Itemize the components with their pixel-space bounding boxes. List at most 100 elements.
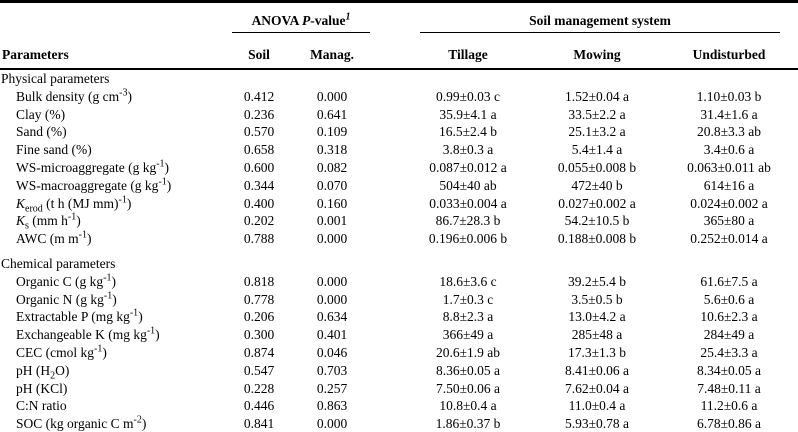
anova-soil-pvalue: 0.841	[243, 416, 275, 432]
anova-manag-pvalue: 0.001	[316, 213, 348, 229]
anova-manag-pvalue: 0.318	[316, 142, 348, 158]
undisturbed-value: 11.2±0.6 a	[700, 398, 758, 414]
param-label: WS-microaggregate (g kg-1)	[16, 158, 170, 175]
soil-mgmt-group-label: Soil management system	[420, 13, 781, 33]
anova-soil-pvalue: 0.300	[243, 327, 275, 343]
tillage-value: 18.6±3.6 c	[439, 273, 497, 289]
param-label: CEC (cmol kg-1)	[16, 343, 107, 360]
mowing-value: 25.1±3.2 a	[568, 124, 626, 140]
table-body: Physical parameters Bulk density (g cm-3)…	[0, 69, 798, 432]
gap-cell	[374, 106, 402, 124]
gap-cell	[374, 273, 402, 291]
col-header-soil: Soil	[228, 33, 290, 70]
gap-cell	[374, 123, 402, 141]
undisturbed-value: 3.4±0.6 a	[703, 142, 755, 158]
table-row: Extractable P (mg kg-1) 0.206 0.634 8.8±2.3…	[0, 308, 798, 326]
anova-soil-pvalue: 0.344	[243, 177, 275, 193]
table-row: C:N ratio 0.446 0.863 10.8±0.4 a 11.0±0.4 a 1…	[0, 397, 798, 415]
anova-manag-pvalue: 0.000	[316, 231, 348, 247]
table-row: Organic N (g kg-1) 0.778 0.000 1.7±0.3 c 3.5…	[0, 291, 798, 309]
undisturbed-value: 0.063±0.011 ab	[687, 159, 771, 175]
undisturbed-value: 614±16 a	[703, 177, 755, 193]
gap-header-cell	[374, 2, 402, 34]
anova-soil-pvalue: 0.400	[243, 195, 275, 211]
anova-soil-pvalue: 0.206	[243, 309, 275, 325]
soil-mgmt-group-header: Soil management system	[402, 2, 798, 33]
mowing-value: 7.62±0.04 a	[565, 380, 630, 396]
group-header-row: ANOVA P-value1 Soil management system	[0, 2, 798, 34]
param-label: Organic C (g kg-1)	[16, 272, 116, 289]
mowing-value: 8.41±0.06 a	[565, 362, 630, 378]
col-header-tillage: Tillage	[402, 33, 535, 70]
gap-cell	[374, 141, 402, 159]
gap-cell	[374, 344, 402, 362]
anova-soil-pvalue: 0.778	[243, 291, 275, 307]
section-header: Physical parameters	[1, 71, 110, 86]
gap-cell	[374, 230, 402, 248]
anova-soil-pvalue: 0.547	[243, 362, 275, 378]
gap-cell	[374, 212, 402, 230]
table-row: WS-microaggregate (g kg-1) 0.600 0.082 0.08…	[0, 159, 798, 177]
anova-soil-pvalue: 0.228	[243, 380, 275, 396]
tillage-value: 10.8±0.4 a	[439, 398, 497, 414]
gap-cell	[374, 397, 402, 415]
col-header-manag: Manag.	[290, 33, 375, 70]
mowing-value: 13.0±4.2 a	[568, 309, 626, 325]
anova-manag-pvalue: 0.641	[316, 106, 348, 122]
tillage-value: 35.9±4.1 a	[439, 106, 497, 122]
anova-manag-pvalue: 0.703	[316, 362, 348, 378]
gap-cell	[374, 308, 402, 326]
anova-manag-pvalue: 0.046	[316, 344, 348, 360]
undisturbed-value: 25.4±3.3 a	[700, 344, 758, 360]
param-label: Sand (%)	[16, 124, 67, 140]
anova-soil-pvalue: 0.874	[243, 344, 275, 360]
section-header: Chemical parameters	[1, 255, 116, 271]
param-label: Bulk density (g cm-3)	[16, 87, 132, 104]
blank-header-cell	[0, 2, 228, 34]
table-row: Sand (%) 0.570 0.109 16.5±2.4 b 25.1±3.2 a 20…	[0, 123, 798, 141]
undisturbed-value: 8.34±0.05 a	[697, 362, 762, 378]
undisturbed-value: 61.6±7.5 a	[700, 273, 758, 289]
tillage-value: 16.5±2.4 b	[438, 124, 498, 140]
mowing-value: 0.188±0.008 b	[557, 231, 637, 247]
anova-soil-pvalue: 0.570	[243, 124, 275, 140]
gap-cell	[374, 380, 402, 398]
anova-manag-pvalue: 0.257	[316, 380, 348, 396]
table-row: Fine sand (%) 0.658 0.318 3.8±0.3 a 5.4±1.4 …	[0, 141, 798, 159]
tillage-value: 0.99±0.03 c	[436, 88, 501, 104]
table-row: Organic C (g kg-1) 0.818 0.000 18.6±3.6 c 39…	[0, 273, 798, 291]
section-header-row: Chemical parameters	[0, 248, 798, 273]
tillage-value: 1.7±0.3 c	[442, 291, 494, 307]
gap-cell	[374, 362, 402, 380]
gap-cell	[374, 415, 402, 432]
tillage-value: 8.8±2.3 a	[442, 309, 494, 325]
tillage-value: 504±40 ab	[439, 177, 497, 193]
anova-manag-pvalue: 0.863	[316, 398, 348, 414]
anova-manag-pvalue: 0.401	[316, 327, 348, 343]
table-row: Bulk density (g cm-3) 0.412 0.000 0.99±0.03…	[0, 88, 798, 106]
mowing-value: 285±48 a	[571, 327, 623, 343]
undisturbed-value: 365±80 a	[703, 213, 755, 229]
table-row: pH (H2O) 0.547 0.703 8.36±0.05 a 8.41±0.06 a…	[0, 362, 798, 381]
col-header-parameters: Parameters	[0, 33, 228, 70]
anova-soil-pvalue: 0.658	[243, 142, 275, 158]
mowing-value: 33.5±2.2 a	[568, 106, 626, 122]
undisturbed-value: 284±49 a	[703, 327, 755, 343]
param-label: AWC (m m-1)	[16, 229, 92, 247]
anova-manag-pvalue: 0.000	[316, 416, 348, 432]
section-header-row: Physical parameters	[0, 69, 798, 88]
anova-manag-pvalue: 0.160	[316, 195, 348, 211]
mowing-value: 5.4±1.4 a	[571, 142, 623, 158]
anova-manag-pvalue: 0.000	[316, 88, 348, 104]
table-row: Ks (mm h-1) 0.202 0.001 86.7±28.3 b 54.2±10.…	[0, 212, 798, 231]
gap-cell	[374, 177, 402, 195]
mowing-value: 1.52±0.04 a	[565, 88, 630, 104]
param-label: SOC (kg organic C m-2)	[16, 414, 147, 432]
col-header-undisturbed: Undisturbed	[660, 33, 798, 70]
param-label: C:N ratio	[16, 398, 67, 414]
tillage-value: 20.6±1.9 ab	[436, 344, 501, 360]
anova-manag-pvalue: 0.000	[316, 291, 348, 307]
gap-header-cell	[374, 33, 403, 70]
param-label: WS-macroaggregate (g kg-1)	[16, 176, 172, 193]
